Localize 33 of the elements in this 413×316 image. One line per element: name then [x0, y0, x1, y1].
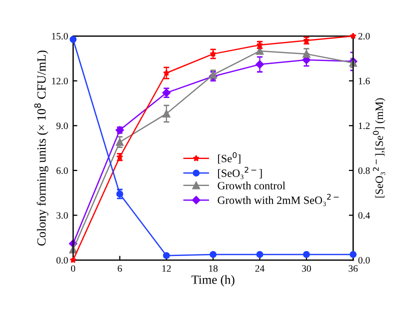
legend-label: Growth with 2mM SeO₃$^{2−}$ [218, 194, 339, 206]
legend-label: [SeO₃$^{2−}$] [218, 166, 262, 180]
y-tick-label: 12.0 [52, 78, 68, 84]
x-tick-label: 36 [348, 265, 358, 272]
legend-label: Growth control [218, 182, 286, 190]
y-tick-label: 3.0 [56, 212, 68, 219]
legend-label: [Se$^{0}$] [218, 152, 240, 164]
y2-tick-label: 0.4 [358, 212, 370, 219]
y2-tick-label: 1.2 [358, 122, 370, 130]
x-tick-label: 6 [118, 265, 122, 272]
point [350, 250, 357, 258]
x-tick-label: 12 [162, 265, 171, 272]
x-tick-label: 24 [255, 265, 264, 272]
y2-tick-label: 2.0 [358, 32, 370, 40]
y2-tick-label: 0.0 [358, 256, 370, 264]
y2-tick-label: 1.6 [358, 78, 370, 84]
x-axis-title: Time (h) [192, 275, 234, 286]
x-tick-label: 30 [302, 265, 311, 272]
y-tick-label: 0.0 [56, 256, 68, 264]
point [210, 250, 217, 258]
x-tick-label: 0 [71, 265, 76, 272]
y2-axis-title: [SeO₃$^{2−}$],[Se$^{0}$] (mM) [372, 98, 386, 198]
y-tick-label: 15.0 [52, 32, 68, 40]
x-tick-label: 18 [209, 265, 218, 272]
y-tick-label: 6.0 [56, 167, 68, 174]
y-axis-title: Colony forming units (× 10$^{8}$ CFU/mL) [34, 50, 48, 246]
point [162, 110, 170, 118]
point [256, 250, 264, 258]
y-tick-label: 9.0 [56, 122, 68, 130]
point [302, 250, 310, 258]
point [162, 252, 170, 260]
y2-tick-label: 0.8 [358, 167, 370, 174]
point [116, 138, 124, 146]
